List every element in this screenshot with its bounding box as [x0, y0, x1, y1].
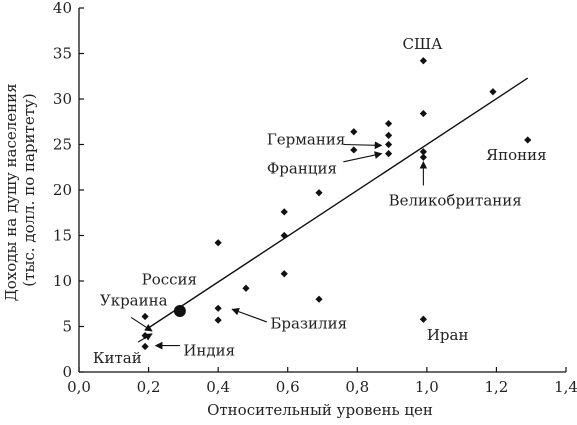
data-point: [242, 284, 250, 292]
annotation-arrow: [231, 307, 268, 323]
data-point: [524, 136, 532, 144]
x-tick-label: 0,4: [206, 378, 230, 396]
data-point: [141, 342, 149, 351]
y-tick-label: 20: [53, 181, 72, 199]
data-point: [214, 239, 222, 247]
annotation-label: Великобритания: [389, 191, 522, 209]
data-point: [280, 208, 288, 216]
data-point: [384, 131, 393, 139]
x-tick-label: 1,4: [554, 378, 577, 396]
data-point: [419, 109, 427, 118]
data-point: [315, 295, 323, 303]
annotation-label: Япония: [486, 146, 547, 164]
x-tick-label: 0,0: [67, 378, 91, 396]
data-point-highlight: [173, 305, 186, 318]
y-tick-label: 35: [53, 45, 72, 63]
x-tick-label: 0,2: [137, 378, 161, 396]
y-tick-label: 10: [53, 272, 72, 290]
annotation-label: Украина: [100, 292, 168, 310]
annotation-label: Россия: [142, 271, 197, 289]
data-point: [214, 304, 222, 312]
data-point: [384, 119, 393, 128]
annotation-label: Иран: [427, 326, 469, 344]
x-tick-label: 1,0: [415, 378, 439, 396]
data-point: [419, 148, 427, 156]
data-point: [419, 153, 427, 161]
x-tick-label: 0,8: [345, 378, 369, 396]
data-point: [280, 270, 288, 278]
y-tick-label: 30: [53, 90, 72, 108]
annotation-label: Китай: [93, 349, 142, 367]
data-point: [350, 128, 358, 136]
data-point: [419, 57, 427, 65]
y-axis-label-line-1: Доходы на душу населения: [2, 83, 20, 301]
y-tick-label: 5: [62, 318, 72, 336]
y-axis-label: Доходы на душу населения (тыс. долл. по …: [2, 79, 38, 302]
annotation-arrow: [343, 151, 383, 163]
annotation-arrow: [343, 141, 383, 150]
x-axis-label: Относительный уровень цен: [207, 401, 433, 419]
x-tick-label: 0,6: [276, 378, 300, 396]
plot-area: 0,0 0,2 0,4 0,6 0,8 1,0 1,2 1,4 0 5 10 15 20 25 30 35 40…: [53, 0, 577, 396]
annotation-label: США: [403, 35, 444, 53]
y-tick-label: 40: [53, 0, 72, 17]
data-point: [384, 150, 393, 158]
annotation-label: Индия: [183, 342, 235, 360]
data-point: [141, 312, 149, 321]
y-tick-label: 0: [62, 363, 72, 381]
x-tick-label: 1,2: [484, 378, 508, 396]
y-tick-label: 15: [53, 227, 72, 245]
data-point: [315, 189, 323, 197]
y-tick-label: 25: [53, 136, 72, 154]
annotation-arrow: [130, 316, 153, 332]
annotation-arrow: [137, 333, 153, 343]
annotation-label: Бразилия: [270, 314, 347, 332]
data-point: [214, 316, 222, 324]
data-point: [419, 315, 427, 323]
data-point: [280, 231, 288, 240]
trend-line: [144, 77, 529, 331]
data-point: [489, 88, 497, 96]
annotation-label: Германия: [267, 131, 345, 149]
data-point: [384, 140, 393, 149]
data-point: [350, 146, 358, 154]
annotation-label: Франция: [267, 160, 337, 178]
y-axis-label-line-2: (тыс. долл. по паритету): [20, 93, 38, 286]
